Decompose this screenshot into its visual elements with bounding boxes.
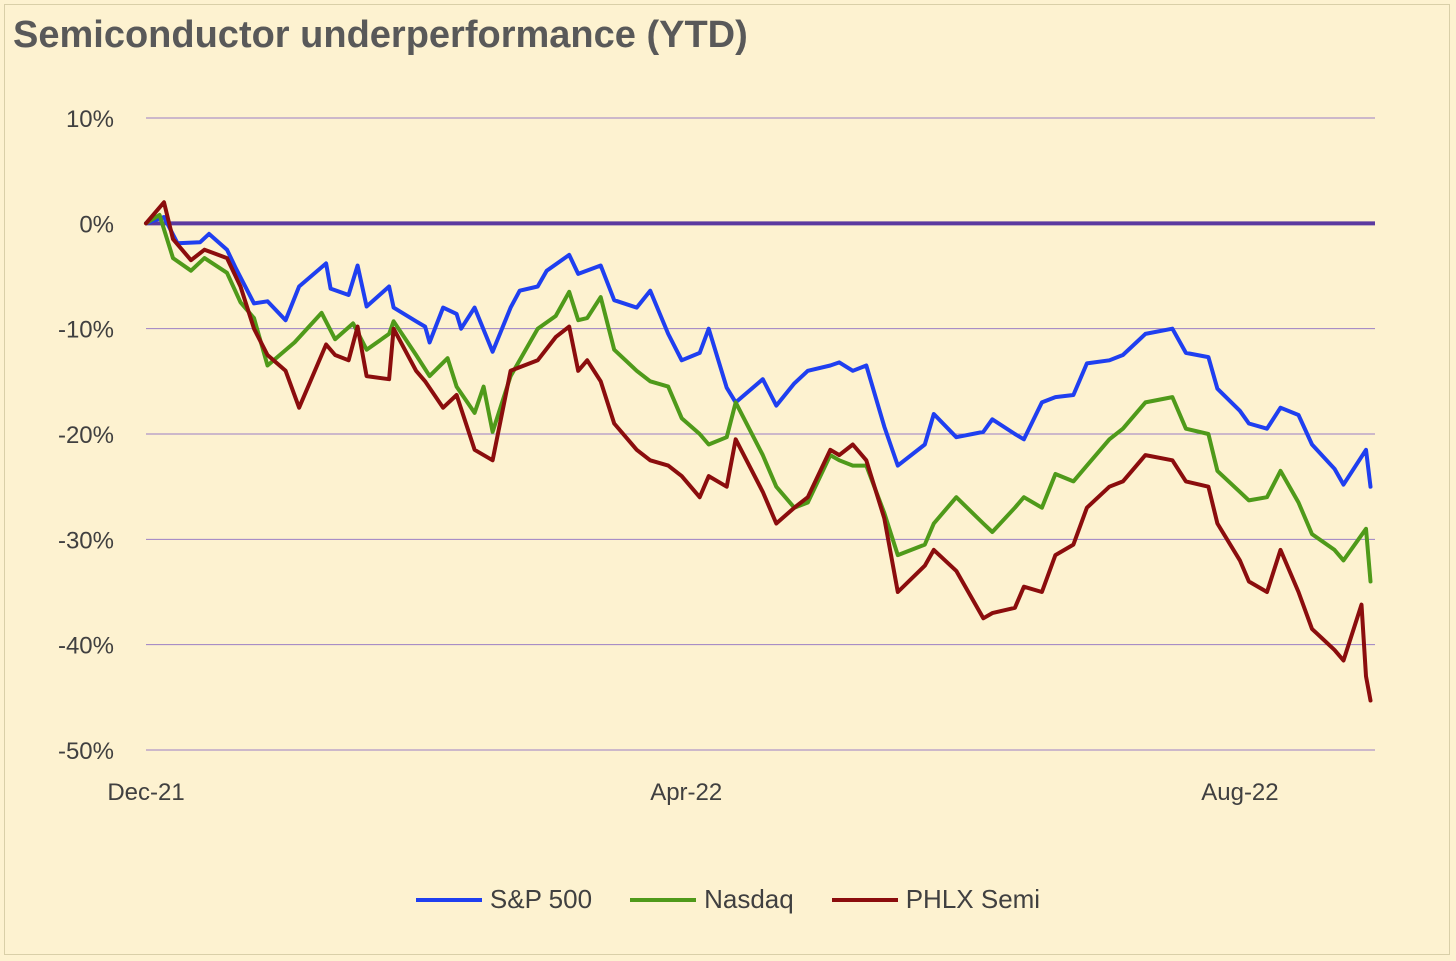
legend-label-sp500: S&P 500 bbox=[489, 884, 593, 914]
legend-label-phlx-semi: PHLX Semi bbox=[905, 884, 1041, 914]
gridlines bbox=[146, 117, 1375, 751]
chart-title: Semiconductor underperformance (YTD) bbox=[13, 14, 748, 56]
y-tick-label: -30% bbox=[58, 527, 114, 554]
y-tick-label: -20% bbox=[58, 422, 114, 449]
x-axis-ticks: Dec-21 Apr-22 Aug-22 bbox=[107, 779, 1278, 806]
legend-label-nasdaq: Nasdaq bbox=[704, 884, 794, 914]
legend-swatch-sp500 bbox=[415, 897, 482, 902]
series-line-phlx-semi bbox=[144, 200, 1373, 703]
legend-item-phlx-semi: PHLX Semi bbox=[831, 884, 1041, 915]
y-axis-ticks: 10% 0% -10% -20% -30% -40% -50% bbox=[58, 106, 114, 765]
y-tick-label: -10% bbox=[58, 317, 114, 344]
y-tick-label: 0% bbox=[79, 211, 114, 238]
x-tick-label: Dec-21 bbox=[107, 779, 184, 806]
y-tick-label: 10% bbox=[66, 106, 114, 133]
series-line-nasdaq bbox=[144, 212, 1373, 584]
y-tick-label: -40% bbox=[58, 633, 114, 660]
legend-item-sp500: S&P 500 bbox=[415, 884, 593, 915]
legend-swatch-nasdaq bbox=[630, 897, 697, 902]
legend: S&P 500 Nasdaq PHLX Semi bbox=[0, 884, 1456, 915]
y-tick-label: -50% bbox=[58, 738, 114, 765]
x-tick-label: Apr-22 bbox=[650, 779, 722, 806]
legend-item-nasdaq: Nasdaq bbox=[630, 884, 794, 915]
series-line-s-p-500 bbox=[144, 215, 1373, 489]
x-tick-label: Aug-22 bbox=[1201, 779, 1278, 806]
series-lines bbox=[144, 200, 1373, 703]
legend-swatch-phlx-semi bbox=[831, 897, 898, 902]
